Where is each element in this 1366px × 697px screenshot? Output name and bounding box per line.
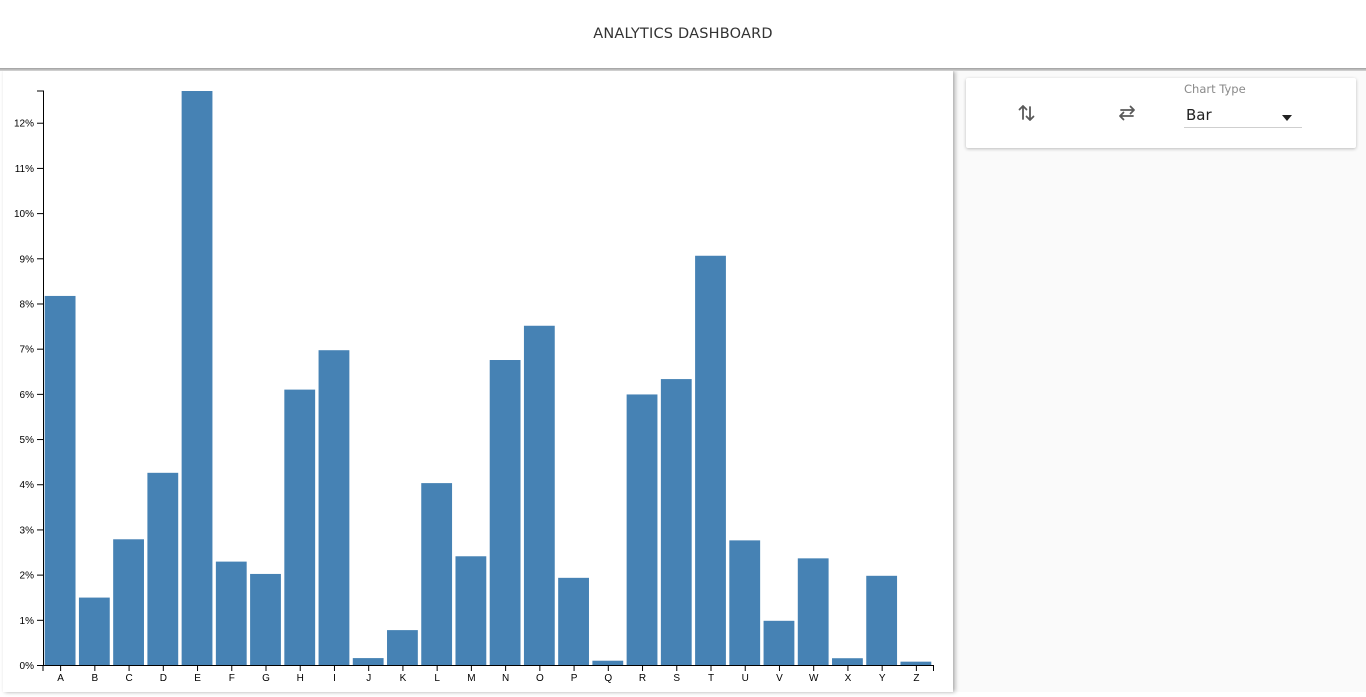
x-tick-label: T: [708, 673, 714, 684]
x-axis-line: [42, 665, 934, 671]
x-tick-label: F: [229, 673, 235, 684]
x-tick-label: A: [57, 673, 64, 684]
chart-type-label: Chart Type: [1184, 82, 1246, 96]
x-tick-label: X: [845, 673, 852, 684]
y-tick-label: 5%: [20, 435, 35, 446]
y-tick-label: 6%: [20, 390, 35, 401]
app-header: ANALYTICS DASHBOARD: [0, 0, 1366, 68]
swap-vertical-icon[interactable]: [1014, 99, 1042, 127]
bar-r: [626, 394, 658, 665]
x-tick-label: Y: [879, 673, 886, 684]
bar-y: [866, 575, 898, 665]
x-tick-label: H: [297, 673, 304, 684]
x-tick-label: D: [160, 673, 167, 684]
x-tick-label: B: [92, 673, 99, 684]
y-tick-label: 10%: [14, 209, 34, 220]
bar-u: [729, 540, 761, 665]
y-tick-label: 9%: [20, 254, 35, 265]
bar-e: [181, 91, 213, 665]
x-tick-label: N: [502, 673, 509, 684]
y-tick-label: 3%: [20, 525, 35, 536]
side-panel: Chart Type Bar: [956, 71, 1366, 692]
y-tick-label: 1%: [20, 616, 35, 627]
chart-type-value[interactable]: Bar: [1186, 106, 1212, 124]
swap-horizontal-icon[interactable]: [1113, 99, 1141, 127]
header-divider: [0, 68, 1366, 71]
x-tick-label: G: [262, 673, 270, 684]
y-axis: 0% 1% 2% 3% 4% 5% 6% 7% 8% 9% 10% 11% 12%: [14, 90, 44, 672]
bar-v: [763, 620, 795, 665]
bar-f: [215, 561, 247, 665]
chart-type-select[interactable]: Chart Type Bar: [1184, 82, 1302, 128]
x-tick-label: J: [366, 673, 371, 684]
bar-h: [284, 389, 316, 665]
x-tick-label: K: [400, 673, 407, 684]
x-tick-label: E: [194, 673, 201, 684]
bar-c: [113, 539, 144, 665]
bar-t: [695, 255, 726, 665]
bar-z: [900, 661, 932, 665]
bars-group: [44, 91, 932, 665]
x-tick-label: L: [434, 673, 440, 684]
x-tick-label: C: [125, 673, 132, 684]
x-tick-label: Z: [913, 673, 919, 684]
bar-p: [558, 577, 589, 665]
y-tick-label: 7%: [20, 345, 35, 356]
x-tick-label: I: [333, 673, 336, 684]
bar-n: [489, 360, 521, 665]
page-title: ANALYTICS DASHBOARD: [593, 26, 773, 42]
chart-panel: 0% 1% 2% 3% 4% 5% 6% 7% 8% 9% 10% 11% 12% A B C D E F G H I J…: [3, 71, 953, 692]
bar-w: [797, 558, 829, 665]
bar-i: [318, 350, 350, 665]
bar-d: [147, 472, 179, 665]
select-underline: [1184, 127, 1302, 128]
bar-a: [44, 295, 76, 665]
bar-m: [455, 556, 487, 665]
bar-chart: 0% 1% 2% 3% 4% 5% 6% 7% 8% 9% 10% 11% 12% A B C D E F G H I J…: [14, 90, 934, 684]
bar-o: [523, 325, 555, 665]
y-tick-label: 4%: [20, 480, 35, 491]
y-tick-label: 0%: [20, 661, 35, 672]
bar-s: [660, 379, 692, 665]
y-tick-label: 11%: [15, 164, 34, 175]
bar-x: [832, 658, 863, 665]
x-tick-label: V: [776, 673, 783, 684]
x-tick-label: U: [742, 673, 749, 684]
bar-q: [592, 660, 624, 665]
x-tick-label: P: [571, 673, 578, 684]
x-tick-label: Q: [604, 673, 612, 684]
y-axis-line: [37, 90, 44, 666]
bar-g: [250, 573, 281, 665]
x-tick-label: M: [467, 673, 475, 684]
bar-l: [421, 483, 453, 665]
controls-card: Chart Type Bar: [966, 78, 1356, 148]
x-tick-label: S: [673, 673, 680, 684]
chevron-down-icon[interactable]: [1282, 115, 1292, 121]
y-tick-label: 8%: [20, 299, 35, 310]
y-tick-label: 12%: [14, 119, 34, 130]
x-tick-label: W: [809, 673, 819, 684]
bar-j: [352, 658, 384, 665]
y-tick-label: 2%: [20, 571, 35, 582]
x-axis: A B C D E F G H I J K L M N O P Q R S T U V W X Y Z: [42, 665, 934, 684]
bar-b: [78, 597, 110, 665]
bar-k: [387, 630, 418, 665]
x-tick-label: R: [639, 673, 646, 684]
x-tick-label: O: [536, 673, 544, 684]
